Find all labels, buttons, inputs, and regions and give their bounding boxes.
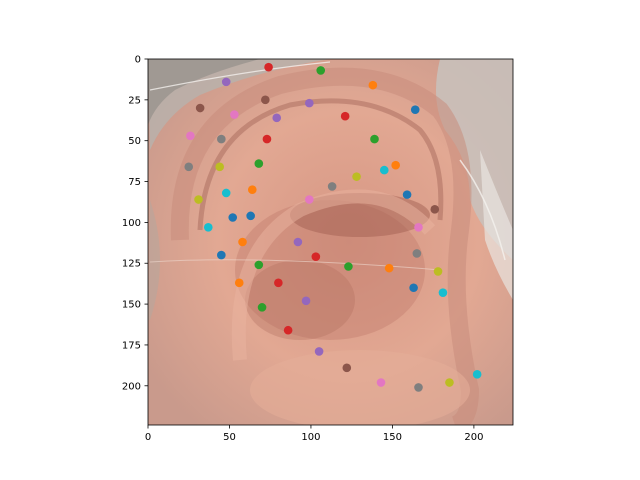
scatter-point [228,213,237,222]
y-tick-label: 75 [128,177,141,188]
y-tick-label: 25 [128,95,141,106]
scatter-point [238,238,247,247]
scatter-point [264,63,273,72]
scatter-point [263,135,272,144]
scatter-point [305,195,314,204]
x-tick-label: 200 [464,432,483,443]
x-tick-label: 0 [145,432,151,443]
scatter-point [380,166,389,175]
scatter-point [341,112,350,121]
scatter-point [414,383,423,392]
scatter-point [217,135,226,144]
scatter-point [414,223,423,232]
scatter-point [391,161,400,170]
scatter-point [445,378,454,387]
scatter-point [342,364,351,373]
scatter-point [261,96,270,105]
x-tick-label: 100 [301,432,320,443]
scatter-point [196,104,205,113]
scatter-point [274,279,283,288]
scatter-point [344,262,353,271]
scatter-point [370,135,379,144]
scatter-point [194,195,203,204]
ear-image [148,59,513,430]
scatter-point [186,131,195,140]
scatter-point [377,378,386,387]
scatter-point [385,264,394,273]
scatter-point [312,252,321,261]
scatter-point [328,182,337,191]
scatter-point [184,163,193,172]
scatter-point [411,105,420,114]
scatter-point [305,99,314,108]
scatter-point [222,78,231,87]
scatter-point [434,267,443,276]
x-tick-label: 50 [223,432,236,443]
scatter-point [235,279,244,288]
y-axis: 0 25 50 75 100 125 150 175 200 [122,55,148,393]
scatter-point [258,303,267,312]
scatter-point [294,238,303,247]
scatter-point [255,261,264,270]
scatter-point [255,159,264,168]
scatter-point [315,347,324,356]
y-tick-label: 175 [122,340,141,351]
scatter-point [473,370,482,379]
scatter-point [272,114,281,123]
scatter-point [403,190,412,199]
scatter-point [430,205,439,214]
scatter-point [439,288,448,297]
scatter-point [217,251,226,260]
scatter-point [409,283,418,292]
y-tick-label: 50 [128,136,141,147]
y-tick-label: 125 [122,259,141,270]
y-tick-label: 150 [122,300,141,311]
scatter-point [413,249,422,258]
scatter-point [316,66,325,75]
scatter-point [369,81,378,90]
scatter-point [230,110,239,119]
y-tick-label: 200 [122,381,141,392]
scatter-point [248,185,257,194]
x-tick-label: 150 [383,432,402,443]
scatter-point [215,163,224,172]
scatter-point [352,172,361,181]
scatter-point [222,189,231,198]
scatter-point [246,212,255,221]
scatter-point [204,223,213,232]
x-axis: 0 50 100 150 200 [145,425,484,443]
y-tick-label: 0 [135,55,141,66]
scatter-point [284,326,293,335]
y-tick-label: 100 [122,218,141,229]
scatter-point [302,297,311,306]
